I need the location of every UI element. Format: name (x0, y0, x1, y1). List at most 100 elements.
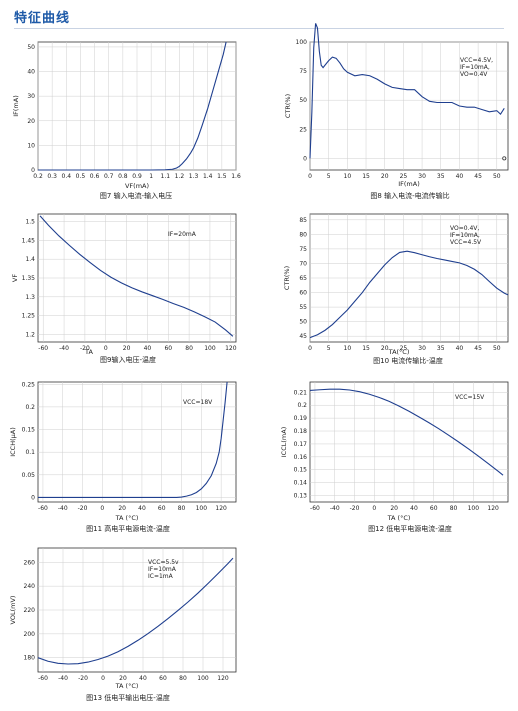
x-tick-label: 15 (362, 173, 370, 180)
x-tick-label: 15 (362, 345, 370, 352)
y-tick-label: 50 (27, 44, 35, 51)
y-axis-label: CTR(%) (284, 94, 292, 118)
x-tick-label: 30 (418, 345, 426, 352)
x-tick-label: 5 (327, 173, 331, 180)
y-tick-label: 260 (24, 559, 36, 566)
x-tick-label: 20 (118, 505, 126, 512)
y-tick-label: 0.15 (294, 467, 308, 474)
chart-fig11: -60 -40 -20 0 20 40 60 80 100 120 0 0.05 0.1 0.15 0.2 0… (9, 381, 237, 533)
x-axis-label: TA (°C) (115, 682, 139, 690)
y-tick-label: 0.13 (294, 493, 308, 500)
x-tick-label: 25 (400, 173, 408, 180)
annotation-text: IF=10mA (148, 566, 177, 573)
figure-caption: 图7 输入电流-输入电压 (100, 191, 172, 200)
y-tick-label: 60 (299, 290, 307, 297)
y-tick-label: 0 (31, 167, 35, 174)
x-tick-label: 50 (493, 345, 501, 352)
y-tick-label: 40 (27, 69, 35, 76)
y-tick-label: 0.21 (294, 389, 308, 396)
x-tick-label: 35 (437, 173, 445, 180)
x-tick-label: 25 (400, 345, 408, 352)
x-tick-label: 100 (196, 505, 208, 512)
x-axis-label: VF(mA) (125, 182, 149, 190)
x-tick-label: 10 (344, 345, 352, 352)
y-tick-label: 75 (299, 246, 307, 253)
x-tick-label: 0.9 (132, 173, 142, 180)
x-tick-label: 0 (372, 505, 376, 512)
chart-fig12: -60 -40 -20 0 20 40 60 80 100 120 0.13 0.14 0.15 0.16… (280, 381, 509, 533)
y-tick-label: 10 (27, 142, 35, 149)
y-tick-label: 200 (24, 631, 36, 638)
x-tick-label: -40 (58, 675, 68, 682)
x-tick-label: -60 (38, 345, 48, 352)
annotation-text: IF=10mA, (450, 232, 480, 239)
x-tick-label: 45 (474, 173, 482, 180)
y-tick-label: 20 (27, 118, 35, 125)
x-tick-label: 80 (450, 505, 458, 512)
y-tick-label: 0.17 (294, 441, 308, 448)
y-tick-label: 0.16 (294, 454, 308, 461)
annotation-text: VO=0.4V (460, 71, 488, 78)
y-axis-label: VOL(mV) (9, 596, 17, 625)
y-tick-label: 85 (299, 217, 307, 224)
x-tick-label: -20 (80, 345, 90, 352)
y-tick-label: 0.2 (297, 402, 307, 409)
y-axis-label: ICCL(mA) (280, 427, 288, 457)
annotation-text: IF=20mA (168, 231, 197, 238)
y-tick-label: 50 (299, 97, 307, 104)
x-tick-label: 40 (139, 675, 147, 682)
series-line (38, 381, 228, 499)
series-line (309, 388, 504, 476)
x-tick-label: -60 (38, 505, 48, 512)
x-tick-label: 0 (100, 505, 104, 512)
y-tick-label: 80 (299, 231, 307, 238)
y-tick-label: 1.35 (22, 275, 36, 282)
y-tick-label: 1.4 (25, 256, 35, 263)
y-tick-label: 45 (299, 333, 307, 340)
y-tick-label: 30 (27, 93, 35, 100)
x-tick-label: 0.7 (104, 173, 114, 180)
x-tick-label: 0.4 (62, 173, 72, 180)
y-tick-label: 0 (303, 155, 307, 162)
x-tick-label: 100 (197, 675, 209, 682)
y-tick-label: 180 (24, 655, 36, 662)
annotation-text: VCC=4.5V, (460, 57, 493, 64)
x-tick-label: 0.3 (47, 173, 57, 180)
x-tick-label: 80 (178, 505, 186, 512)
x-tick-label: 0 (308, 173, 312, 180)
y-tick-label: 1.45 (22, 237, 36, 244)
x-tick-label: 120 (217, 675, 229, 682)
y-tick-label: 0.19 (294, 415, 308, 422)
y-axis-label: VF (11, 274, 19, 282)
y-tick-label: 1.25 (22, 313, 36, 320)
x-tick-label: 30 (418, 173, 426, 180)
x-tick-label: 0.2 (33, 173, 43, 180)
y-tick-label: 240 (24, 583, 36, 590)
y-tick-label: 0.14 (294, 480, 308, 487)
y-tick-label: 1.5 (25, 219, 35, 226)
x-tick-label: 1.3 (189, 173, 199, 180)
chart-fig10: 0 5 10 15 20 25 30 35 40 45 50 45 50 55 60 65 70 75 80 85 TA… (283, 213, 509, 365)
x-tick-label: 40 (456, 173, 464, 180)
x-tick-label: -40 (330, 505, 340, 512)
x-tick-label: 40 (138, 505, 146, 512)
x-tick-label: 5 (327, 345, 331, 352)
y-tick-label: 0.2 (25, 404, 35, 411)
x-axis-label: TA(°C) (388, 348, 410, 356)
y-tick-label: 0.25 (22, 381, 36, 388)
y-tick-label: 0.05 (22, 472, 36, 479)
x-tick-label: 60 (164, 345, 172, 352)
y-tick-label: 70 (299, 260, 307, 267)
x-tick-label: 40 (144, 345, 152, 352)
x-tick-label: 0 (101, 675, 105, 682)
y-axis-label: CTR(%) (283, 266, 291, 290)
x-tick-label: 80 (185, 345, 193, 352)
x-tick-label: 1.1 (161, 173, 171, 180)
series-line (37, 557, 234, 665)
x-tick-label: 45 (474, 345, 482, 352)
plot-frame (309, 381, 509, 503)
annotation-text: VCC=15V (455, 394, 485, 401)
y-tick-label: 100 (296, 39, 308, 46)
y-axis-label: ICCH(μA) (9, 427, 17, 457)
page-title: 特征曲线 (14, 11, 71, 26)
